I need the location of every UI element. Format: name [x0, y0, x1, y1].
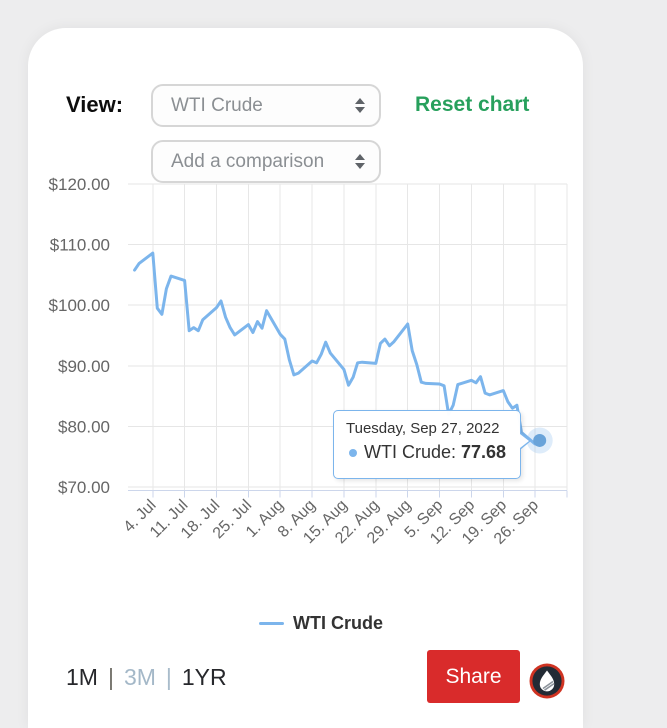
range-selector: 1M | 3M | 1YR — [66, 664, 227, 691]
select-stepper-icon — [355, 98, 365, 113]
tooltip-value: 77.68 — [461, 442, 507, 462]
reset-chart-button[interactable]: Reset chart — [415, 93, 530, 116]
range-1m[interactable]: 1M — [66, 664, 98, 690]
view-select-value: WTI Crude — [171, 94, 263, 116]
view-select[interactable]: WTI Crude — [151, 84, 381, 127]
series-bullet-icon — [349, 448, 357, 457]
range-separator: | — [107, 664, 114, 690]
comparison-select[interactable]: Add a comparison — [151, 140, 381, 183]
legend-line-icon — [259, 622, 284, 625]
chart-card: View: WTI Crude Reset chart Add a compar… — [28, 28, 583, 728]
tooltip-series-label: WTI Crude: — [364, 442, 457, 462]
tooltip-date: Tuesday, Sep 27, 2022 — [346, 420, 500, 437]
comparison-select-placeholder: Add a comparison — [171, 150, 325, 172]
range-separator: | — [165, 664, 172, 690]
view-label: View: — [66, 92, 124, 117]
chart-tooltip: Tuesday, Sep 27, 2022 WTI Crude: 77.68 — [333, 410, 531, 479]
legend-label: WTI Crude — [293, 613, 383, 633]
range-3m[interactable]: 3M — [123, 664, 156, 690]
oilprice-logo-icon[interactable] — [529, 663, 565, 699]
select-stepper-icon — [355, 154, 365, 169]
chart-legend[interactable]: WTI Crude — [259, 613, 383, 634]
tooltip-series-row: WTI Crude: 77.68 — [346, 442, 510, 463]
range-1yr[interactable]: 1YR — [181, 664, 227, 690]
page: { "controls": { "view_label": "View:", "… — [28, 28, 583, 728]
share-button[interactable]: Share — [427, 650, 520, 703]
